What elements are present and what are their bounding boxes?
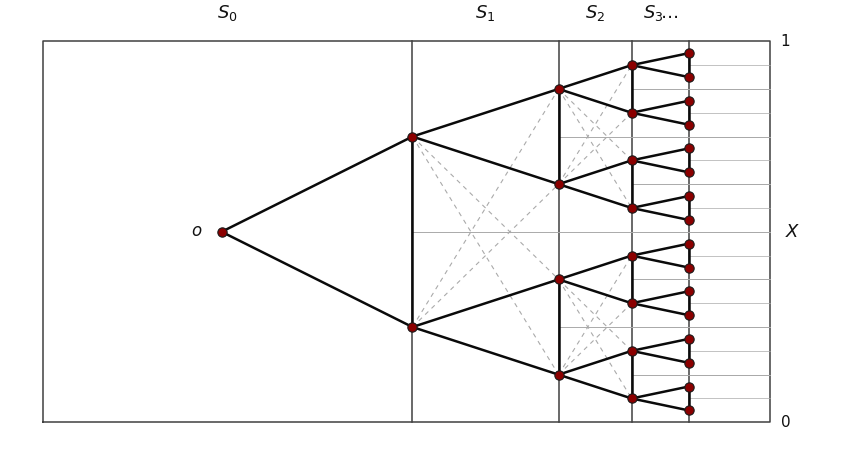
- Point: [624, 204, 638, 212]
- Text: $X$: $X$: [785, 223, 801, 241]
- Point: [552, 180, 566, 188]
- Point: [682, 50, 696, 57]
- Point: [406, 323, 420, 330]
- Point: [682, 312, 696, 319]
- Point: [552, 276, 566, 283]
- Point: [406, 133, 420, 140]
- Point: [682, 240, 696, 247]
- Point: [624, 347, 638, 354]
- Text: $S_3\!\ldots$: $S_3\!\ldots$: [642, 3, 678, 23]
- Point: [682, 359, 696, 366]
- Point: [682, 288, 696, 295]
- Point: [682, 73, 696, 81]
- Point: [682, 407, 696, 414]
- Text: $o$: $o$: [191, 223, 203, 241]
- Point: [682, 192, 696, 200]
- Point: [624, 395, 638, 402]
- Point: [624, 300, 638, 307]
- Text: $0$: $0$: [780, 414, 790, 430]
- Point: [624, 109, 638, 117]
- Point: [682, 121, 696, 129]
- Text: $S_1$: $S_1$: [476, 3, 495, 23]
- Point: [682, 97, 696, 105]
- Point: [624, 252, 638, 259]
- Point: [682, 335, 696, 342]
- Point: [624, 62, 638, 69]
- Point: [624, 157, 638, 164]
- Point: [682, 264, 696, 271]
- Point: [552, 85, 566, 93]
- Point: [682, 145, 696, 152]
- Point: [552, 371, 566, 378]
- Text: $1$: $1$: [780, 34, 790, 49]
- Point: [682, 383, 696, 390]
- Point: [682, 216, 696, 224]
- Point: [215, 228, 229, 235]
- Text: $S_0$: $S_0$: [218, 3, 238, 23]
- Text: $S_2$: $S_2$: [585, 3, 605, 23]
- Point: [682, 168, 696, 176]
